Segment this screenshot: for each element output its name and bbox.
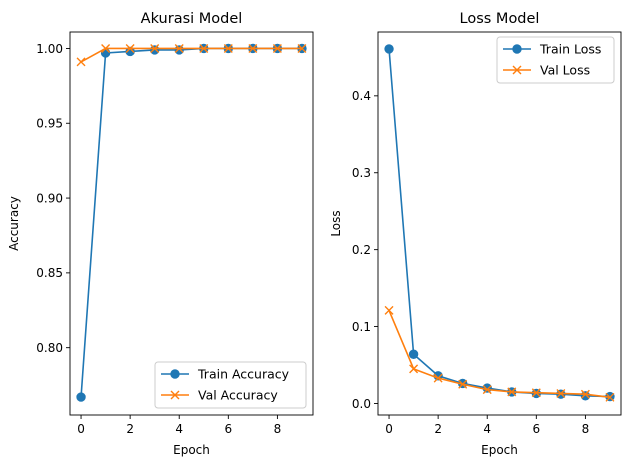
data-point (458, 379, 468, 389)
data-point (223, 43, 233, 53)
y-tick-label: 0.1 (352, 320, 371, 334)
chart-title: Loss Model (460, 11, 540, 27)
data-point (605, 392, 615, 402)
data-point (272, 43, 282, 53)
data-point (384, 44, 394, 54)
series-val (384, 305, 615, 402)
data-point (482, 385, 492, 395)
y-tick-label: 0.2 (352, 243, 371, 257)
data-point (297, 43, 307, 53)
series-line (388, 48, 610, 398)
data-point (408, 349, 419, 359)
y-tick-label: 0.80 (36, 341, 63, 355)
x-tick-label: 2 (126, 422, 134, 436)
legend-label: Train Accuracy (197, 367, 290, 382)
y-tick-label: 0.95 (36, 117, 63, 131)
data-point (174, 43, 184, 53)
data-point (384, 305, 394, 315)
data-point (174, 45, 184, 55)
data-point (433, 373, 443, 383)
data-point (556, 388, 566, 398)
data-point (199, 43, 209, 53)
accuracy-chart: Akurasi Model 0 2 4 6 8 0.80 0.85 0.90 0.95 1.00 Ep… (7, 11, 314, 457)
series-val (76, 43, 307, 67)
legend-item: Val Loss (503, 63, 590, 78)
x-axis-label: Epoch (481, 443, 518, 457)
x-tick-label: 4 (175, 422, 183, 436)
y-tick-label: 0.4 (352, 89, 371, 103)
series-train (76, 43, 307, 402)
y-tick-label: 0.90 (36, 191, 63, 205)
legend: Train Loss Val Loss (496, 36, 615, 84)
y-tick-label: 0.3 (352, 166, 371, 180)
x-tick-label: 0 (385, 422, 393, 436)
data-point (150, 43, 160, 53)
legend-marker (512, 65, 522, 75)
data-point (76, 57, 86, 67)
x-tick-label: 6 (224, 422, 232, 436)
legend-label: Train Loss (539, 42, 601, 57)
data-point (125, 43, 135, 53)
data-point (507, 387, 517, 397)
x-tick-label: 8 (582, 422, 590, 436)
x-tick-label: 4 (483, 422, 491, 436)
plot-area (377, 31, 622, 416)
data-point (409, 364, 419, 374)
data-point (125, 46, 135, 57)
series-train (384, 44, 615, 402)
legend: Train Accuracy Val Accuracy (154, 361, 307, 409)
y-tick-label: 0.0 (352, 397, 371, 411)
legend-marker (170, 390, 180, 400)
loss-chart: Loss Model 0 2 4 6 8 0.0 0.1 0.2 0.3 0.4 Epoch Loss T… (329, 11, 622, 457)
legend-item: Val Accuracy (161, 388, 278, 403)
legend-marker (170, 369, 180, 379)
legend-item: Train Accuracy (161, 367, 290, 382)
data-point (101, 43, 111, 53)
series-line (388, 310, 611, 399)
y-tick-label: 1.00 (36, 42, 63, 56)
data-point (531, 388, 541, 398)
data-point (580, 391, 591, 401)
series-line (80, 47, 302, 63)
legend-item: Train Loss (503, 42, 601, 57)
legend-label: Val Accuracy (198, 388, 278, 403)
data-point (580, 389, 590, 399)
series-line (80, 47, 302, 398)
chart-title: Akurasi Model (141, 11, 243, 27)
x-axis-label: Epoch (173, 443, 210, 457)
data-point (482, 383, 492, 393)
y-axis-label: Accuracy (7, 196, 21, 251)
plot-area (69, 31, 314, 416)
legend-box (154, 361, 307, 409)
data-point (248, 43, 258, 53)
x-tick-label: 2 (434, 422, 442, 436)
x-tick-label: 8 (274, 422, 282, 436)
y-axis-label: Loss (329, 210, 343, 236)
legend-marker (512, 44, 522, 54)
x-tick-label: 6 (532, 422, 540, 436)
y-tick-label: 0.85 (36, 266, 63, 280)
data-point (149, 45, 160, 55)
legend-label: Val Loss (540, 63, 590, 78)
x-tick-label: 0 (77, 422, 85, 436)
data-point (76, 392, 86, 402)
